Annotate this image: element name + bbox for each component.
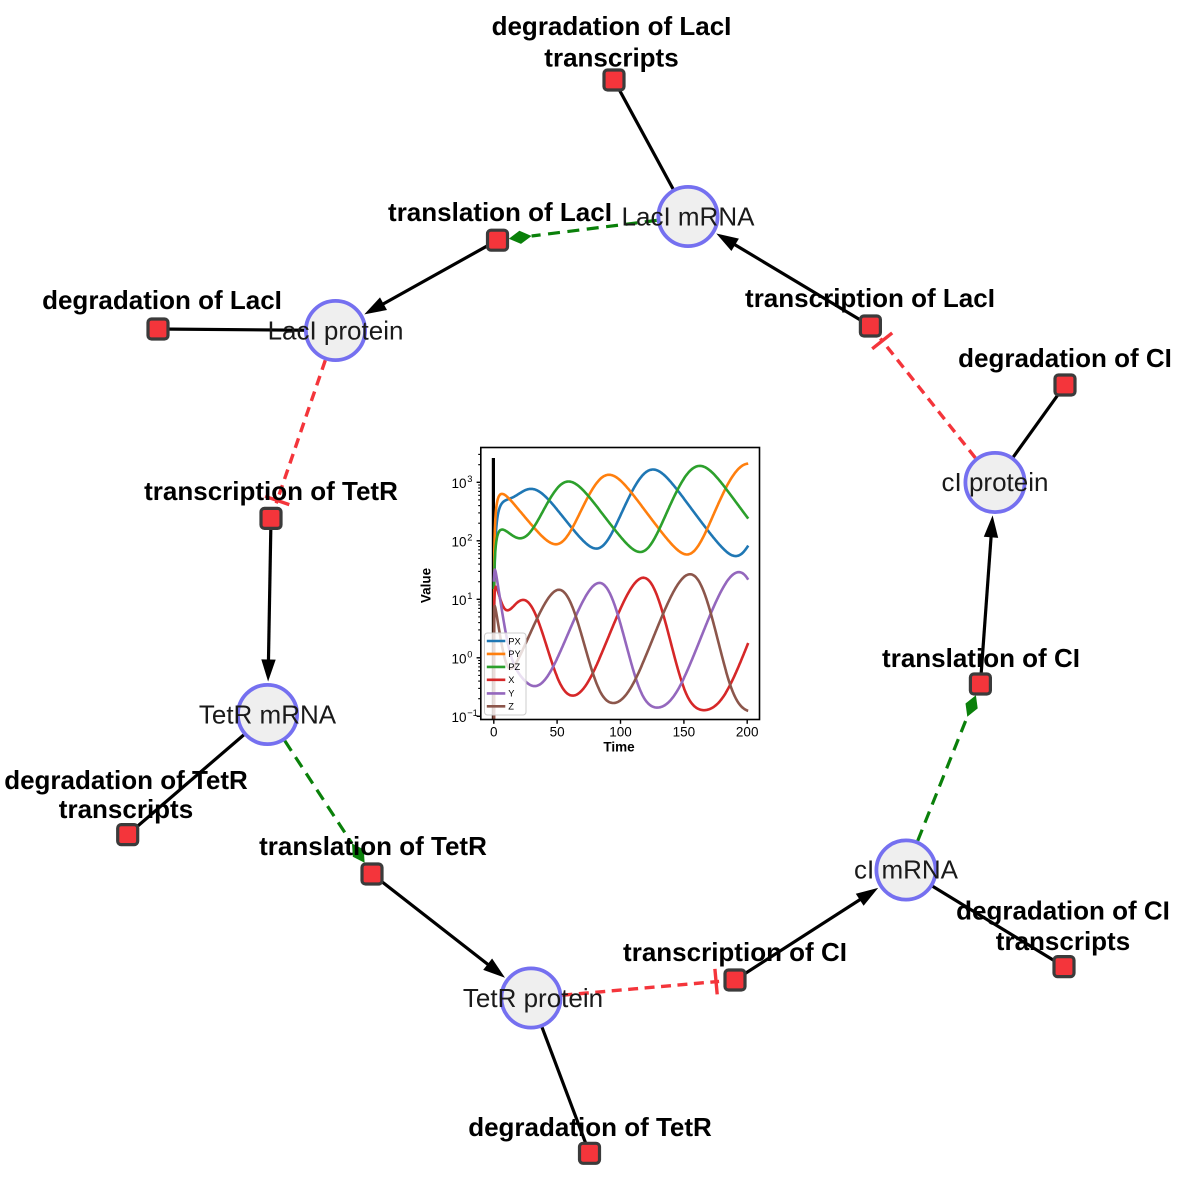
svg-text:cI mRNA: cI mRNA <box>854 855 959 885</box>
svg-text:10: 10 <box>451 476 466 491</box>
svg-text:TetR protein: TetR protein <box>463 983 603 1013</box>
svg-text:TetR mRNA: TetR mRNA <box>199 700 337 730</box>
svg-text:translation of TetR: translation of TetR <box>259 831 487 861</box>
svg-text:degradation of LacI: degradation of LacI <box>492 11 732 41</box>
svg-text:0: 0 <box>467 649 472 659</box>
svg-text:transcription of CI: transcription of CI <box>623 937 847 967</box>
svg-text:transcripts: transcripts <box>544 43 678 73</box>
svg-text:10: 10 <box>451 534 466 549</box>
svg-text:200: 200 <box>736 725 759 740</box>
svg-text:X: X <box>508 675 514 685</box>
svg-text:1: 1 <box>467 591 472 601</box>
svg-text:PZ: PZ <box>508 662 520 672</box>
svg-text:degradation of CI: degradation of CI <box>958 343 1172 373</box>
svg-text:100: 100 <box>609 725 632 740</box>
svg-text:−1: −1 <box>467 708 478 718</box>
svg-text:Time: Time <box>603 740 635 755</box>
svg-text:3: 3 <box>467 474 472 484</box>
svg-text:Value: Value <box>419 567 434 603</box>
svg-text:degradation of TetR: degradation of TetR <box>4 765 248 795</box>
svg-text:transcription of LacI: transcription of LacI <box>745 283 995 313</box>
svg-text:150: 150 <box>673 725 696 740</box>
svg-text:0: 0 <box>490 725 498 740</box>
svg-text:50: 50 <box>550 725 565 740</box>
svg-text:transcripts: transcripts <box>996 926 1130 956</box>
svg-text:10: 10 <box>451 651 466 666</box>
svg-text:Y: Y <box>508 689 514 699</box>
svg-text:2: 2 <box>467 532 472 542</box>
svg-text:PY: PY <box>508 649 520 659</box>
svg-text:translation of LacI: translation of LacI <box>388 197 612 227</box>
svg-text:LacI mRNA: LacI mRNA <box>622 202 756 232</box>
svg-text:degradation of LacI: degradation of LacI <box>42 285 282 315</box>
svg-text:degradation of CI: degradation of CI <box>956 896 1170 926</box>
svg-text:10: 10 <box>451 593 466 608</box>
svg-text:10: 10 <box>451 710 466 725</box>
svg-text:PX: PX <box>508 636 520 646</box>
svg-text:degradation of TetR: degradation of TetR <box>468 1112 712 1142</box>
svg-text:translation of CI: translation of CI <box>882 643 1080 673</box>
svg-text:transcription of TetR: transcription of TetR <box>144 476 398 506</box>
svg-text:LacI protein: LacI protein <box>268 316 404 346</box>
svg-text:Z: Z <box>508 702 514 712</box>
svg-text:cI protein: cI protein <box>942 467 1049 497</box>
svg-text:transcripts: transcripts <box>59 794 193 824</box>
